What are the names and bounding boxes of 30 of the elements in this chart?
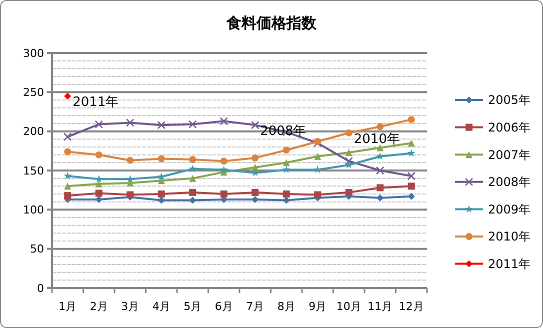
y-tick-label: 200 bbox=[23, 125, 44, 138]
y-tick-label: 0 bbox=[37, 282, 44, 295]
x-tick-label: 10月 bbox=[336, 300, 362, 313]
x-tick-label: 7月 bbox=[246, 300, 264, 313]
x-tick-label: 9月 bbox=[308, 300, 327, 313]
legend-label: 2010年 bbox=[488, 230, 531, 244]
legend-label: 2005年 bbox=[488, 93, 531, 108]
annotation: 2010年 bbox=[354, 132, 400, 147]
annotation: 2011年 bbox=[72, 95, 119, 110]
y-tick-label: 300 bbox=[23, 46, 44, 60]
chart-title: 食料価格指数 bbox=[226, 14, 318, 32]
x-tick-label: 12月 bbox=[398, 300, 424, 313]
legend-label: 2009年 bbox=[488, 202, 531, 216]
y-tick-label: 150 bbox=[23, 164, 44, 178]
x-tick-label: 1月 bbox=[58, 300, 77, 313]
legend-label: 2007年 bbox=[488, 148, 531, 162]
y-tick-label: 50 bbox=[30, 242, 44, 256]
x-tick-label: 3月 bbox=[121, 300, 140, 313]
legend-label: 2006年 bbox=[488, 120, 531, 134]
x-tick-label: 8月 bbox=[277, 300, 296, 313]
x-tick-label: 6月 bbox=[214, 300, 233, 313]
x-tick-label: 5月 bbox=[184, 300, 202, 313]
legend-label: 2008年 bbox=[488, 175, 531, 190]
legend-label: 2011年 bbox=[488, 257, 531, 271]
annotation: 2008年 bbox=[260, 124, 306, 140]
y-tick-label: 100 bbox=[23, 204, 44, 217]
x-tick-label: 4月 bbox=[152, 300, 170, 313]
y-tick-label: 250 bbox=[23, 86, 44, 100]
x-tick-label: 2月 bbox=[90, 300, 108, 313]
x-tick-label: 11月 bbox=[368, 300, 393, 313]
